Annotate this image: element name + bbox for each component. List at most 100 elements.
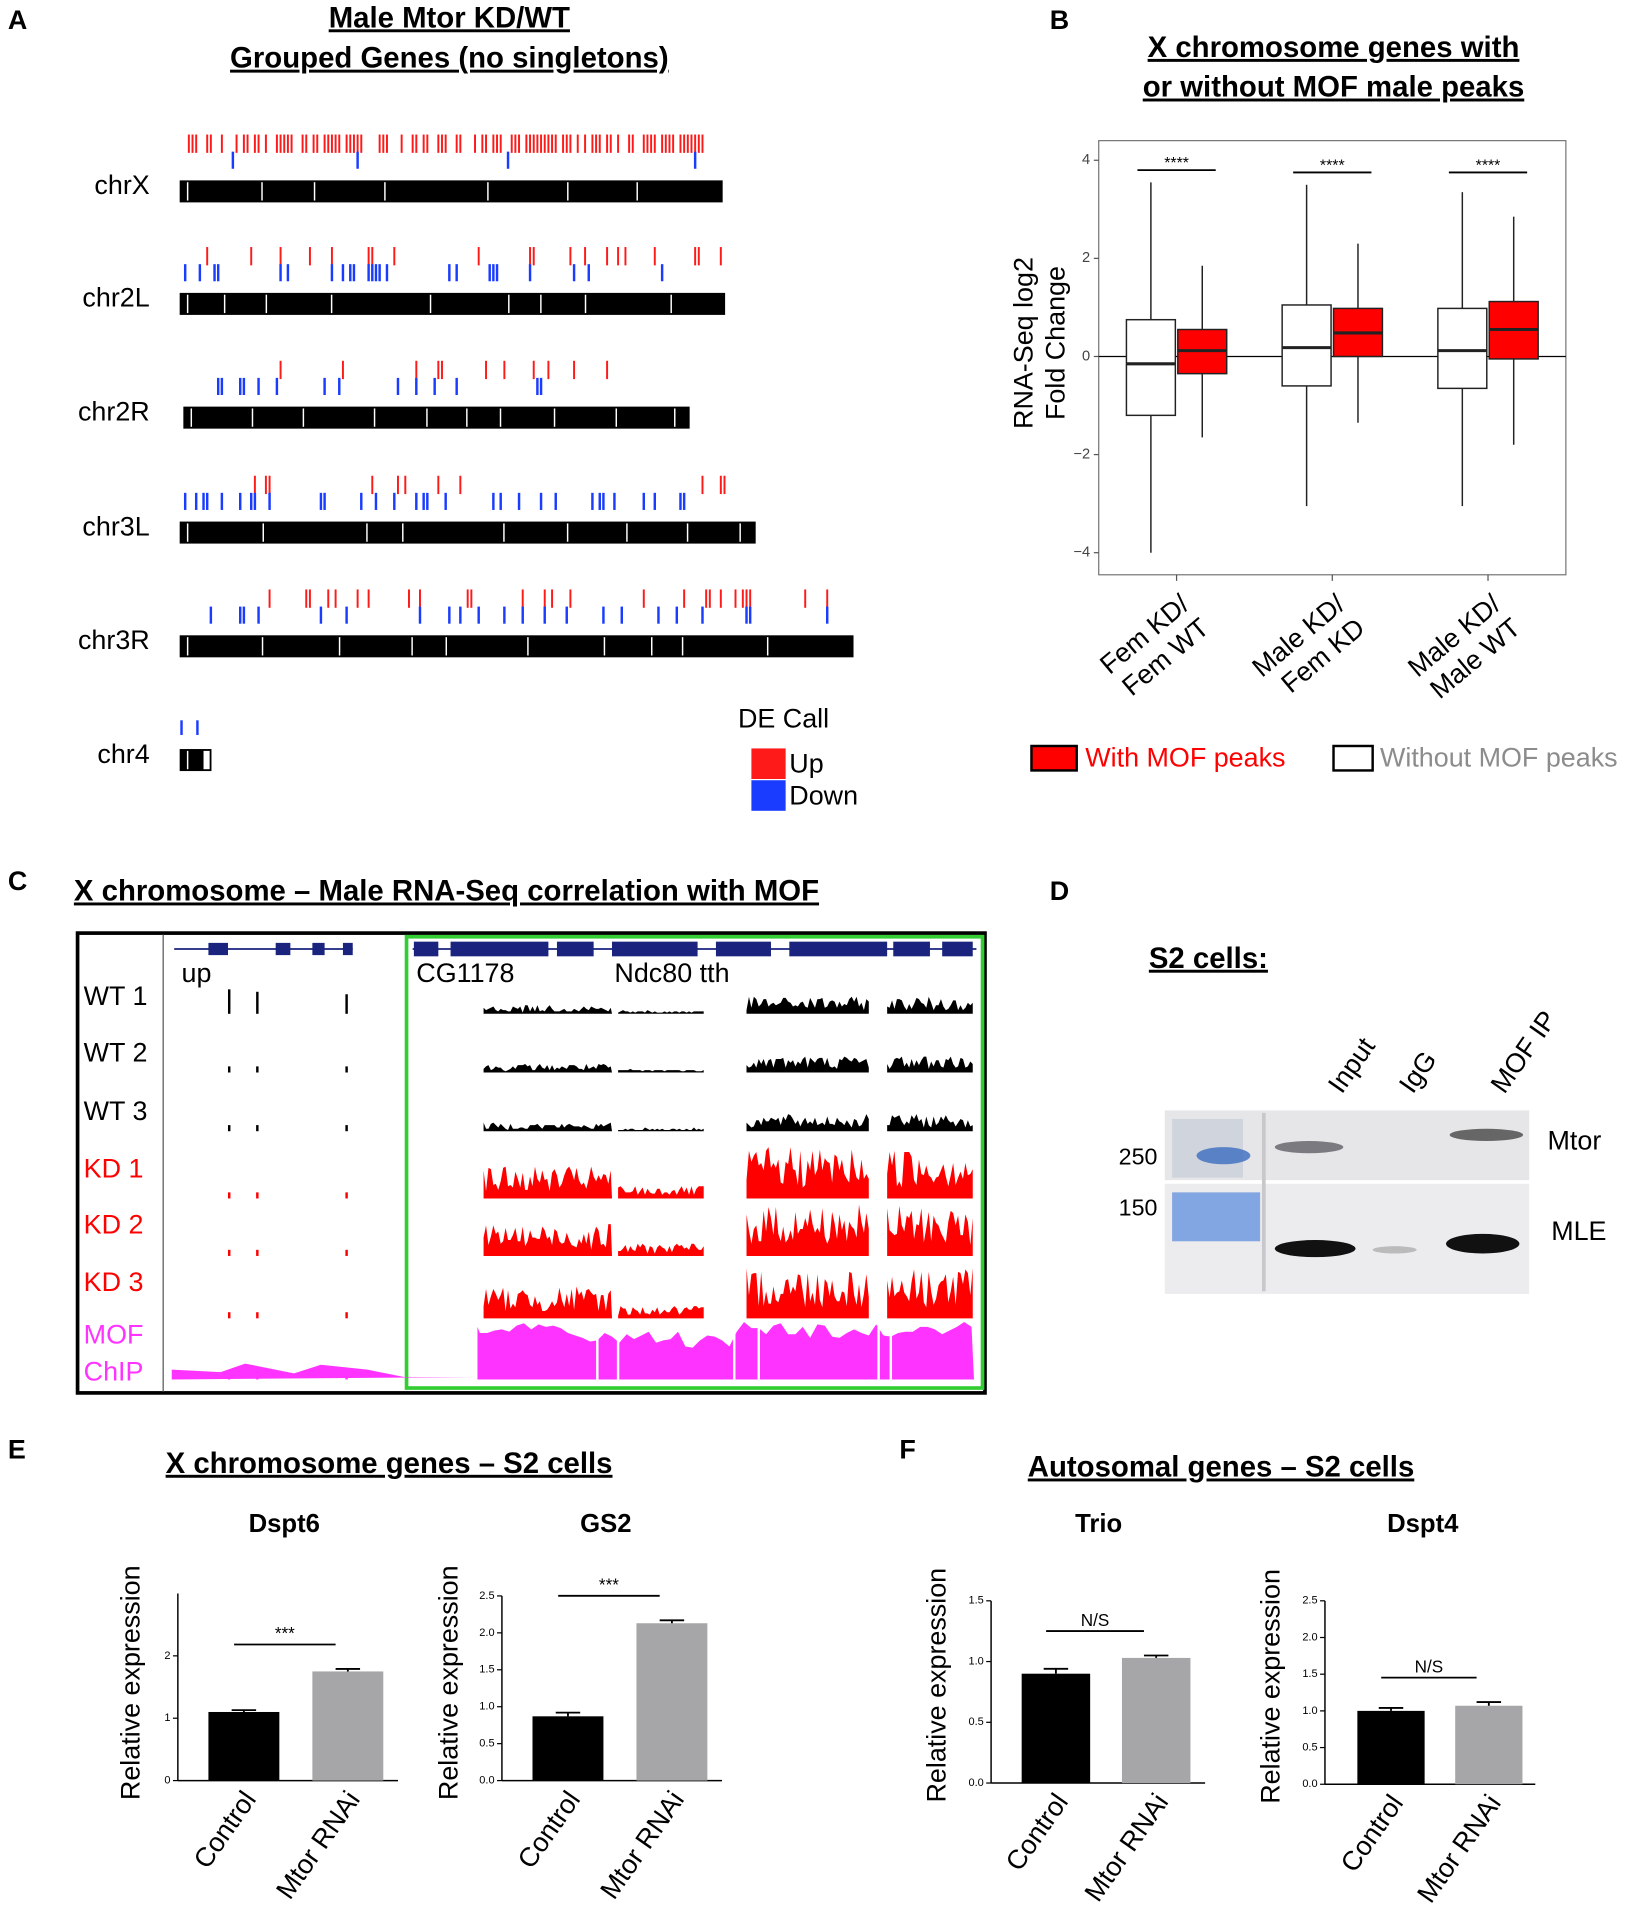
box	[1125, 318, 1177, 417]
chromosome-label: chr3L	[82, 511, 149, 541]
signal-spike	[227, 1249, 231, 1256]
band	[1274, 1140, 1344, 1154]
y-axis-label: Relative expression	[434, 1565, 464, 1800]
track-label: MOF ChIP	[84, 1320, 144, 1387]
gene-label: Ndc80 tth	[614, 958, 729, 988]
bar	[1357, 1710, 1425, 1785]
y-tick-label: 0	[164, 1774, 170, 1786]
signal-area	[618, 1068, 704, 1073]
panel-label: A	[8, 5, 27, 35]
exon	[789, 941, 888, 957]
signal-spike	[345, 1312, 348, 1319]
signal-spike	[256, 1125, 259, 1132]
signal-spike	[256, 1192, 259, 1199]
signal-area	[618, 1186, 704, 1199]
signal-spike	[256, 1249, 259, 1256]
signal-area	[618, 1306, 704, 1319]
signal-area	[618, 1243, 704, 1256]
signal-spike	[227, 1192, 231, 1199]
chromosome-label: chr2R	[78, 396, 150, 426]
panel-a-title: Male Mtor KD/WT	[329, 1, 570, 34]
chromosome-label: chr2L	[82, 283, 149, 313]
signal-area	[746, 996, 869, 1014]
significance-label: N/S	[1081, 1611, 1110, 1630]
track-label: KD 2	[84, 1210, 144, 1240]
y-axis-label: Relative expression	[922, 1568, 952, 1803]
exon	[342, 942, 353, 956]
band	[1274, 1240, 1356, 1258]
chromosome-bar	[179, 521, 756, 544]
y-axis-label: Relative expression	[116, 1565, 146, 1800]
y-tick-label: 1	[164, 1712, 170, 1724]
y-tick-label: −4	[1073, 545, 1090, 561]
legend-label: With MOF peaks	[1085, 743, 1285, 773]
signal-area	[887, 996, 973, 1014]
bar	[636, 1623, 708, 1781]
signal-spike	[227, 1125, 231, 1132]
y-tick-label: 1.5	[1302, 1668, 1317, 1680]
signal-spike	[345, 994, 348, 1014]
y-tick-label: 0.0	[479, 1774, 494, 1786]
exon	[275, 942, 291, 956]
signal-spike	[256, 1312, 259, 1319]
y-tick-label: 1.5	[968, 1595, 983, 1607]
legend-title: DE Call	[738, 703, 829, 733]
track-label: WT 1	[84, 981, 148, 1011]
signal-area	[746, 1147, 869, 1199]
signal-area	[887, 1150, 973, 1199]
y-tick-label: 1.5	[479, 1664, 494, 1676]
chromosome-label: chrX	[94, 170, 149, 200]
signal-area	[887, 1268, 973, 1319]
y-tick-label: 2.5	[479, 1590, 494, 1602]
signal-area	[171, 1363, 476, 1380]
signal-area	[483, 1005, 612, 1014]
bar	[1455, 1705, 1523, 1785]
exon	[556, 941, 594, 957]
panel-label: C	[8, 866, 27, 896]
track-label: KD 3	[84, 1267, 144, 1297]
panel-f-title: Autosomal genes – S2 cells	[1028, 1450, 1415, 1483]
y-tick-label: 0.5	[1302, 1741, 1317, 1753]
y-tick-label: 0.0	[1302, 1778, 1317, 1790]
y-tick-label: 0.0	[968, 1777, 983, 1789]
panel-c-title: X chromosome – Male RNA-Seq correlation …	[74, 874, 819, 907]
box	[1281, 304, 1332, 387]
significance-label: ****	[1476, 158, 1501, 175]
marker-label: 250	[1119, 1143, 1158, 1169]
box	[1437, 307, 1488, 390]
signal-area	[746, 1204, 869, 1256]
signal-spike	[256, 1066, 259, 1073]
y-tick-label: 2.0	[1302, 1631, 1317, 1643]
gene-label: up	[182, 958, 212, 988]
bar	[312, 1671, 384, 1781]
signal-area	[887, 1205, 973, 1256]
bar	[532, 1716, 604, 1781]
error-bar	[1043, 1667, 1069, 1674]
exon	[312, 942, 325, 956]
y-tick-label: 0.5	[968, 1716, 983, 1728]
chart-title: Dspt4	[1387, 1510, 1459, 1538]
y-tick-label: 1.0	[1302, 1705, 1317, 1717]
plot-area	[1098, 140, 1567, 576]
panel-e-title: X chromosome genes – S2 cells	[166, 1447, 613, 1480]
signal-spike	[345, 1192, 348, 1199]
signal-spike	[227, 989, 231, 1014]
signal-area	[483, 1224, 612, 1256]
track-label: WT 3	[84, 1096, 148, 1126]
y-tick-label: 2	[164, 1650, 170, 1662]
gene-label: CG1178	[416, 958, 514, 988]
legend-swatch	[751, 748, 786, 780]
error-bar	[1476, 1701, 1502, 1706]
signal-spike	[227, 1066, 231, 1073]
chromosome-label: chr3R	[78, 625, 150, 655]
chromosome-end	[203, 750, 210, 770]
legend-label: Up	[789, 749, 823, 779]
signal-area	[887, 1114, 973, 1132]
band	[1446, 1233, 1520, 1254]
signal-spike	[345, 1249, 348, 1256]
error-bar	[335, 1668, 361, 1672]
signal-area	[483, 1063, 612, 1073]
track-label: KD 1	[84, 1153, 144, 1183]
